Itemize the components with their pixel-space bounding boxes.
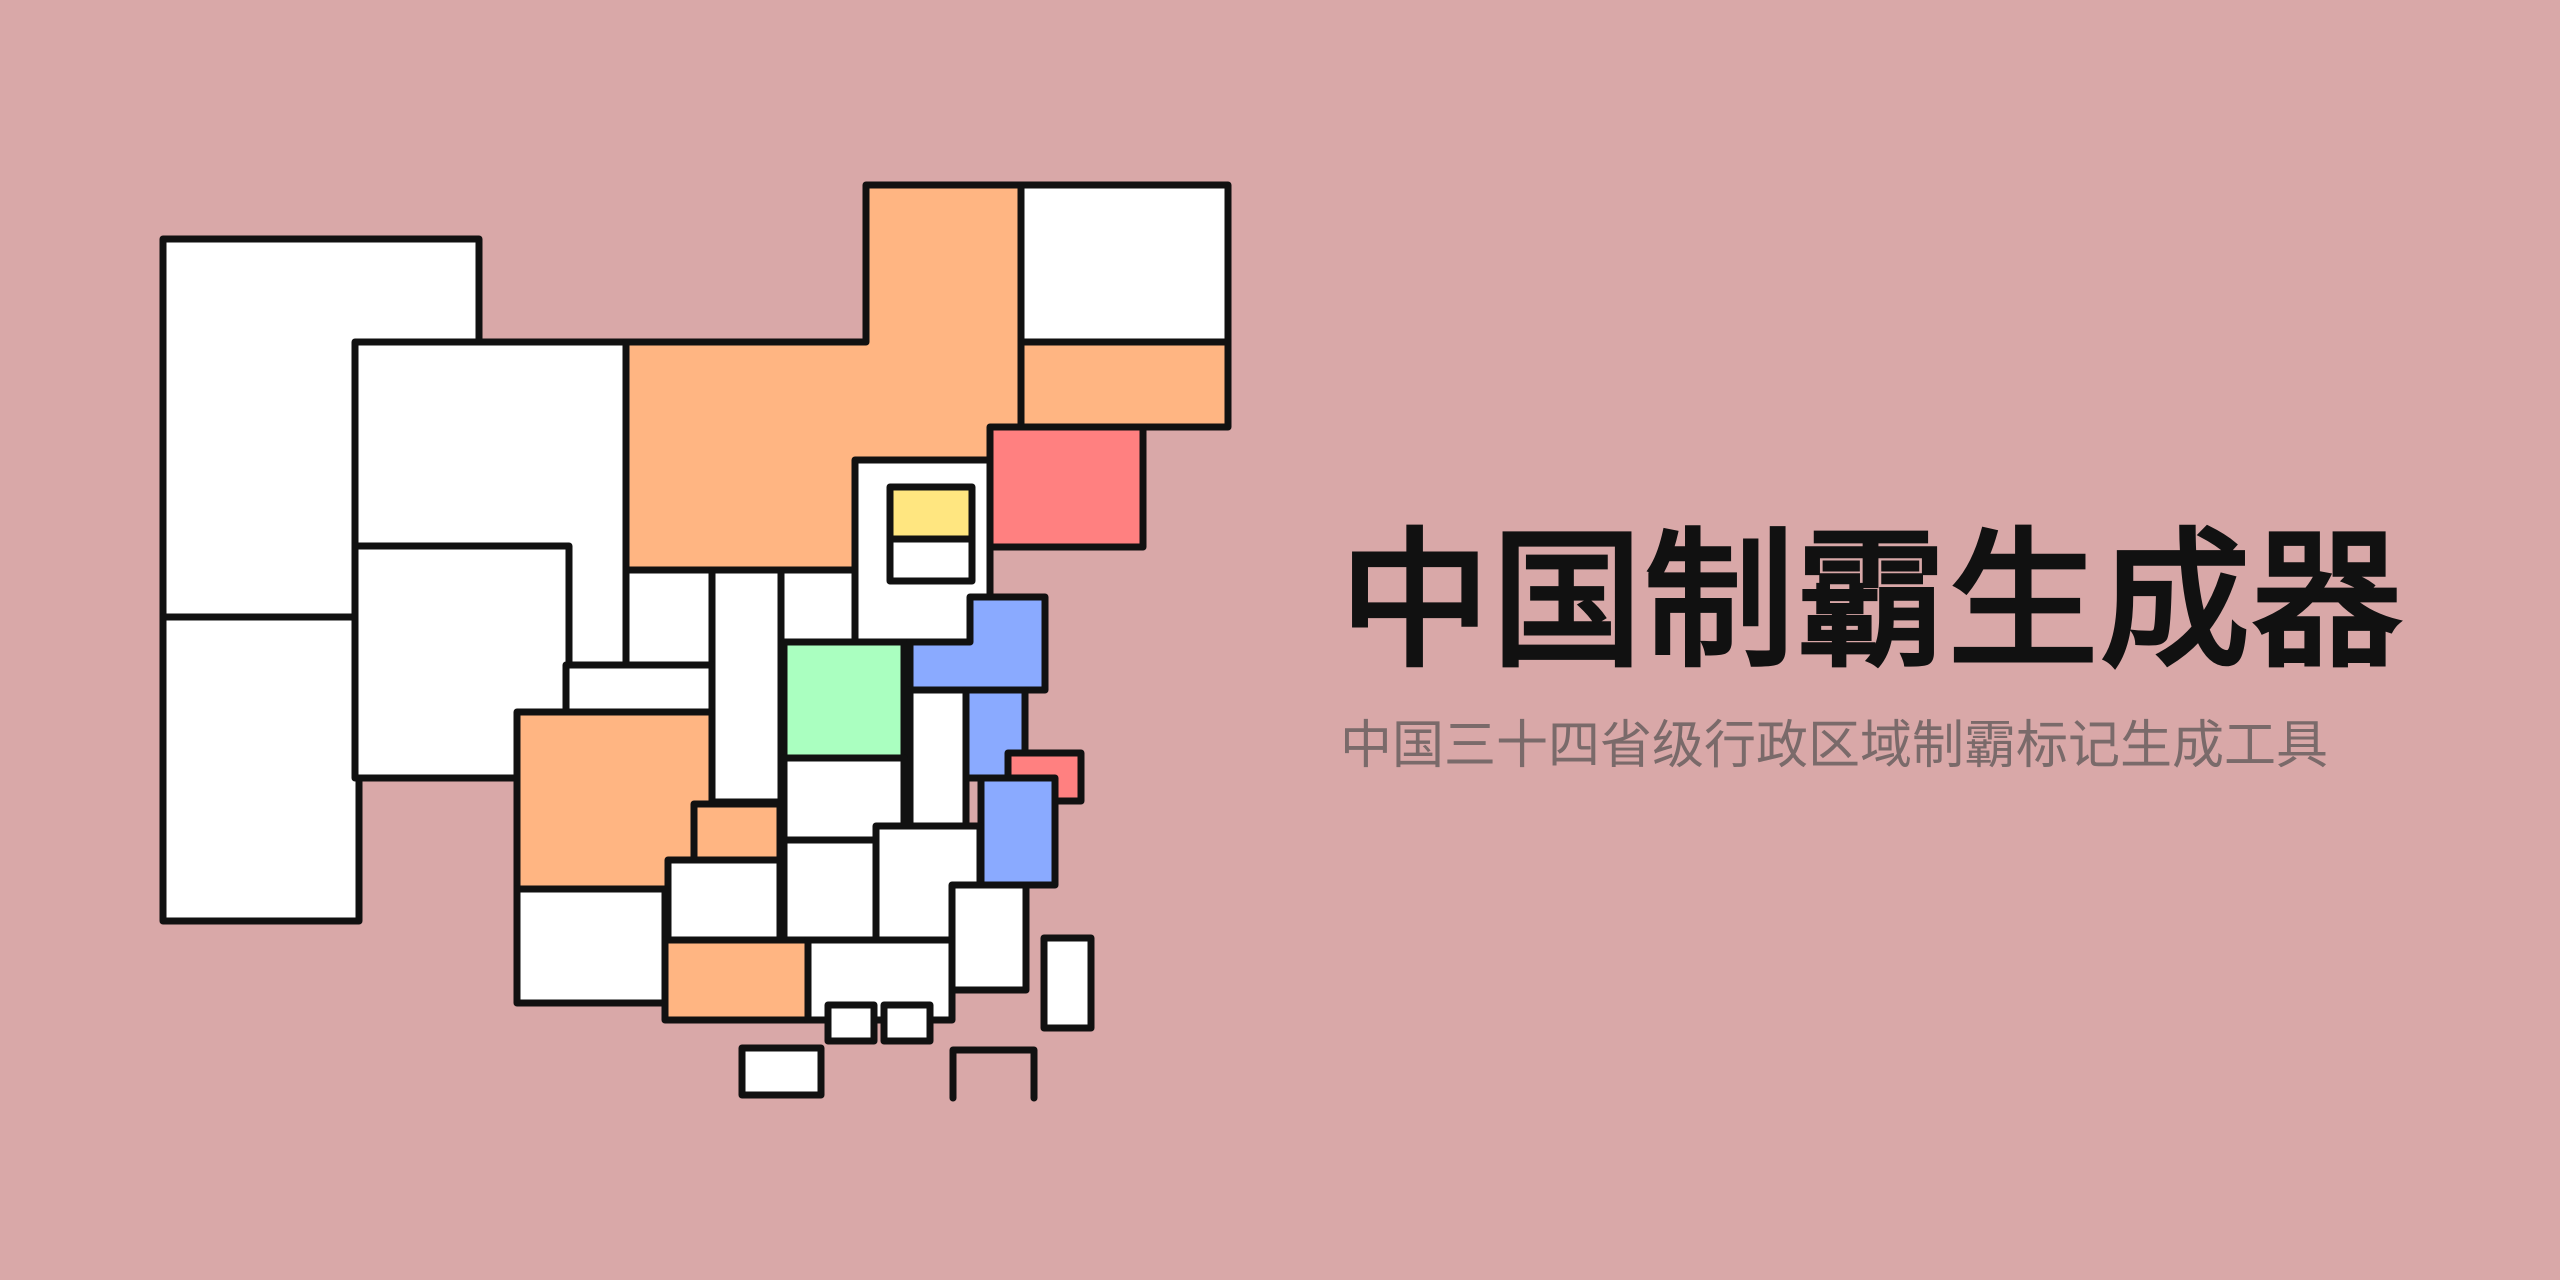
province-region[interactable] — [690, 800, 784, 864]
province-region[interactable] — [1017, 181, 1232, 346]
island-outline[interactable] — [949, 1046, 1038, 1102]
province-region[interactable] — [880, 1001, 934, 1045]
province-region[interactable] — [661, 936, 812, 1024]
province-region[interactable] — [824, 1001, 878, 1045]
province-region[interactable] — [664, 856, 784, 944]
province-region[interactable] — [738, 1044, 825, 1099]
province-region[interactable] — [886, 483, 976, 543]
province-region[interactable] — [986, 423, 1147, 551]
app-title: 中国制霸生成器 — [1340, 515, 2405, 689]
province-regions — [159, 181, 1232, 1102]
province-region[interactable] — [780, 836, 880, 944]
province-region[interactable] — [513, 885, 669, 1007]
province-region[interactable] — [780, 638, 908, 762]
province-region[interactable] — [948, 881, 1030, 994]
province-region[interactable] — [977, 774, 1059, 889]
title-block: 中国制霸生成器 中国三十四省级行政区域制霸标记生成工具 — [1340, 520, 2520, 777]
province-region[interactable] — [886, 535, 976, 585]
province-region[interactable] — [562, 661, 716, 717]
province-region[interactable] — [1040, 934, 1095, 1032]
app-subtitle: 中国三十四省级行政区域制霸标记生成工具 — [1340, 716, 2329, 776]
province-region[interactable] — [622, 566, 716, 669]
province-region[interactable] — [708, 566, 785, 806]
province-region[interactable] — [159, 613, 363, 925]
province-region[interactable] — [1017, 338, 1232, 431]
